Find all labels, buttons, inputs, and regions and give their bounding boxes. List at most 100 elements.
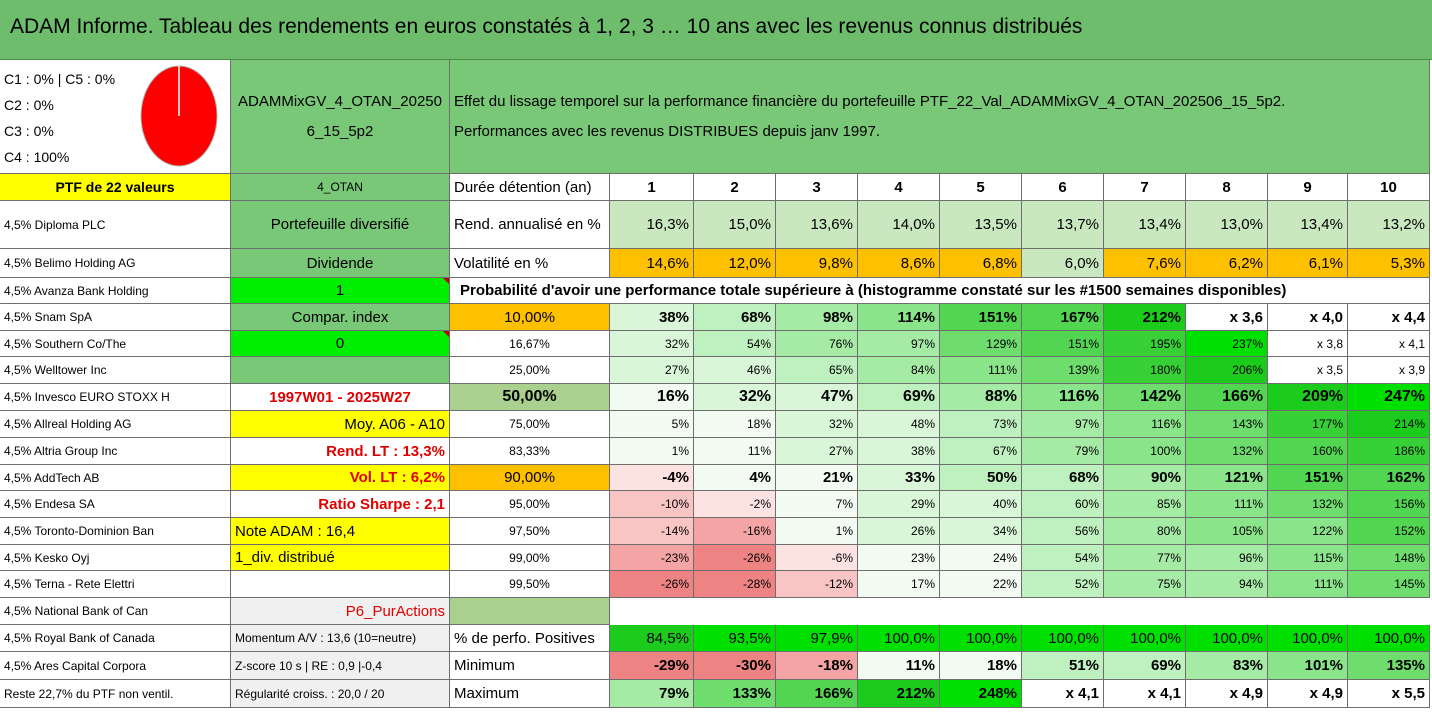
maximum-value: x 4,1 (1104, 680, 1186, 708)
probability-value: 111% (1268, 571, 1348, 598)
info-period: 1997W01 - 2025W27 (231, 384, 450, 411)
info-vol-lt: Vol. LT : 6,2% (231, 465, 450, 491)
info-index-flag: 1 (231, 278, 450, 304)
info-type: Portefeuille diversifié (231, 201, 450, 249)
duration-label: Durée détention (an) (450, 174, 610, 201)
probability-value: 18% (694, 411, 776, 438)
probability-value: 69% (858, 384, 940, 411)
probability-value: 56% (1022, 518, 1104, 545)
probability-value: 33% (858, 465, 940, 491)
probability-value: 84% (858, 357, 940, 384)
rend-value: 14,0% (858, 201, 940, 249)
probability-value: 116% (1022, 384, 1104, 411)
holding-row: 4,5% AddTech AB (0, 465, 231, 491)
probability-value: 32% (610, 331, 694, 357)
probability-value: 114% (858, 304, 940, 331)
probability-value: 212% (1104, 304, 1186, 331)
info-compar-flag: 0 (231, 331, 450, 357)
probability-level: 25,00% (450, 357, 610, 384)
probability-value: 206% (1186, 357, 1268, 384)
year-header: 3 (776, 174, 858, 201)
probability-level: 90,00% (450, 465, 610, 491)
probability-value: 54% (1022, 545, 1104, 571)
vol-value: 5,3% (1348, 249, 1430, 278)
minimum-value: -29% (610, 652, 694, 680)
year-header: 7 (1104, 174, 1186, 201)
probability-value: 23% (858, 545, 940, 571)
probability-value: x 3,6 (1186, 304, 1268, 331)
info-rend-lt: Rend. LT : 13,3% (231, 438, 450, 465)
holding-row: 4,5% Belimo Holding AG (0, 249, 231, 278)
probability-value: 111% (1186, 491, 1268, 518)
allocation-line: C2 : 0% (4, 97, 54, 113)
positives-value: 100,0% (1022, 625, 1104, 652)
probability-value: 67% (940, 438, 1022, 465)
probability-value: 24% (940, 545, 1022, 571)
probability-value: 54% (694, 331, 776, 357)
positives-value: 100,0% (940, 625, 1022, 652)
holding-row: Reste 22,7% du PTF non ventil. (0, 680, 231, 708)
vol-value: 6,2% (1186, 249, 1268, 278)
vol-value: 6,0% (1022, 249, 1104, 278)
probability-value: 139% (1022, 357, 1104, 384)
probability-value: -23% (610, 545, 694, 571)
report-header: ADAM Informe. Tableau des rendements en … (0, 0, 1432, 60)
maximum-value: x 4,9 (1268, 680, 1348, 708)
probability-value: 21% (776, 465, 858, 491)
probability-value: 75% (1104, 571, 1186, 598)
positives-value: 100,0% (1268, 625, 1348, 652)
probability-value: x 3,8 (1268, 331, 1348, 357)
probability-value: 1% (610, 438, 694, 465)
rend-label: Rend. annualisé en % (450, 201, 610, 249)
probability-value: 145% (1348, 571, 1430, 598)
year-header: 6 (1022, 174, 1104, 201)
positives-value: 93,5% (694, 625, 776, 652)
probability-value: 79% (1022, 438, 1104, 465)
rend-value: 13,7% (1022, 201, 1104, 249)
probability-value: x 4,0 (1268, 304, 1348, 331)
probability-value: 116% (1104, 411, 1186, 438)
probability-level: 95,00% (450, 491, 610, 518)
rend-value: 13,4% (1268, 201, 1348, 249)
probability-value: 180% (1104, 357, 1186, 384)
minimum-value: 51% (1022, 652, 1104, 680)
minimum-value: 69% (1104, 652, 1186, 680)
info-compar-label: Compar. index (231, 304, 450, 331)
year-header: 4 (858, 174, 940, 201)
probability-value: 68% (694, 304, 776, 331)
maximum-value: 166% (776, 680, 858, 708)
probability-value: x 4,1 (1348, 331, 1430, 357)
holding-row: 4,5% Allreal Holding AG (0, 411, 231, 438)
probability-value: 73% (940, 411, 1022, 438)
probability-level: 99,00% (450, 545, 610, 571)
probability-value: 167% (1022, 304, 1104, 331)
vol-value: 7,6% (1104, 249, 1186, 278)
vol-value: 12,0% (694, 249, 776, 278)
probability-value: 52% (1022, 571, 1104, 598)
info-momentum: Momentum A/V : 13,6 (10=neutre) (231, 625, 450, 652)
report-title: ADAM Informe. Tableau des rendements en … (10, 15, 1083, 38)
probability-value: 90% (1104, 465, 1186, 491)
positives-value: 100,0% (858, 625, 940, 652)
probability-value: 156% (1348, 491, 1430, 518)
vol-value: 14,6% (610, 249, 694, 278)
vol-value: 9,8% (776, 249, 858, 278)
portfolio-description: Effet du lissage temporel sur la perform… (450, 60, 1430, 174)
probability-value: -14% (610, 518, 694, 545)
info-blank (231, 357, 450, 384)
info-regularite: Régularité croiss. : 20,0 / 20 (231, 680, 450, 708)
probability-value: 209% (1268, 384, 1348, 411)
holding-row: 4,5% Kesko Oyj (0, 545, 231, 571)
probability-value: 142% (1104, 384, 1186, 411)
probability-value: 38% (610, 304, 694, 331)
probability-value: 111% (940, 357, 1022, 384)
probability-value: 60% (1022, 491, 1104, 518)
maximum-value: 212% (858, 680, 940, 708)
rend-value: 13,4% (1104, 201, 1186, 249)
description-line: Performances avec les revenus DISTRIBUES… (454, 122, 881, 140)
probability-level: 16,67% (450, 331, 610, 357)
probability-value: 17% (858, 571, 940, 598)
probability-value: -2% (694, 491, 776, 518)
holding-row: 4,5% Snam SpA (0, 304, 231, 331)
positives-value: 100,0% (1186, 625, 1268, 652)
